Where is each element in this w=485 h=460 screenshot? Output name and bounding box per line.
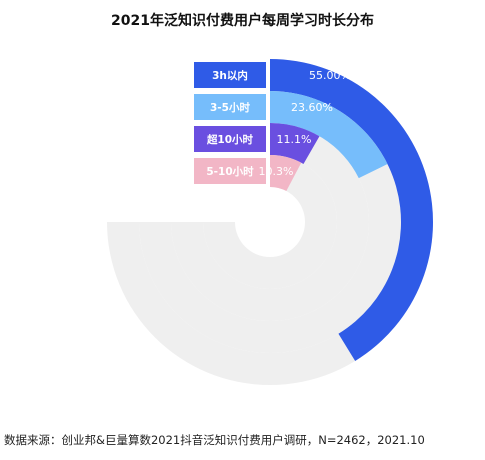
bar-3 [270,123,320,164]
ring-track [171,123,369,321]
value-label: 23.60% [291,101,333,114]
bar-2 [270,91,388,179]
chart-title: 2021年泛知识付费用户每周学习时长分布 [111,13,374,29]
category-label: 3h以内 [212,69,248,82]
value-label: 10.3% [259,165,294,178]
category-label: 5-10小时 [206,165,254,178]
category-label: 3-5小时 [210,101,250,114]
ring-track [203,155,337,289]
category-tag [194,62,266,88]
category-tag [194,94,266,120]
category-tag [194,126,266,152]
category-tag [194,158,266,184]
value-label: 11.1% [277,133,312,146]
category-label: 超10小时 [206,133,254,146]
source-note: 数据来源：创业邦&巨量算数2021抖音泛知识付费用户调研，N=2462，2021… [4,433,425,447]
bar-1 [270,59,433,361]
value-label: 55.00% [309,69,351,82]
bar-4 [270,155,302,192]
